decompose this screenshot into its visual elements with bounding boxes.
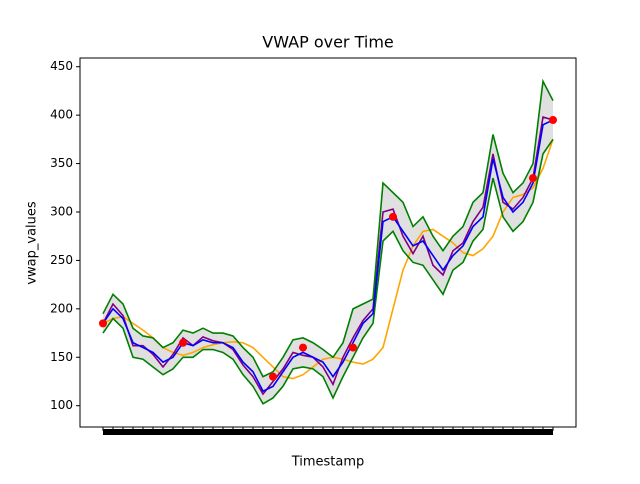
x-axis-label: Timestamp [291,455,365,470]
x-tick-label-block [103,429,553,435]
y-tick-label: 400 [50,108,73,122]
y-axis-label: vwap_values [25,201,40,285]
y-tick-label: 250 [50,253,73,267]
marker [269,372,277,381]
band-fill [103,81,553,404]
series-line [102,78,554,378]
y-tick-label: 100 [50,398,73,412]
plot-frame [79,57,577,428]
marker [529,174,537,183]
y-tick-label: 150 [50,350,73,364]
marker [299,343,307,352]
marker [549,115,557,124]
series-line [102,116,554,396]
series-line [102,119,554,393]
series-line [102,138,554,405]
y-tick-label: 350 [50,156,73,170]
chart-title: VWAP over Time [262,33,394,52]
y-tick-label: 300 [50,204,73,218]
marker [349,343,357,352]
series-line [102,139,554,380]
y-tick-label: 450 [50,59,73,73]
marker [99,319,107,328]
y-tick-label: 200 [50,301,73,315]
marker [179,338,187,347]
marker [389,212,397,221]
